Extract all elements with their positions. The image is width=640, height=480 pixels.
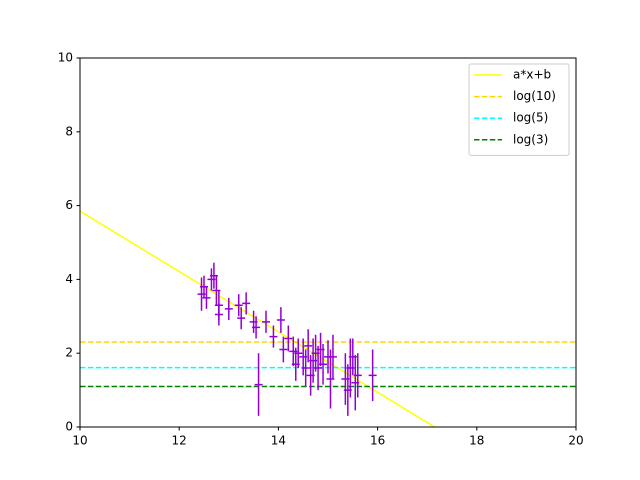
error-bar-point (262, 310, 270, 333)
error-bar-point (294, 338, 303, 368)
y-tick-label: 6 (65, 198, 73, 212)
error-bar-point (202, 286, 211, 309)
error-bar-point (301, 349, 310, 387)
error-bar-point (242, 292, 251, 315)
error-bar-point (284, 325, 293, 352)
error-bar-point (214, 303, 223, 326)
error-bar-point (353, 353, 362, 398)
axes-frame (79, 57, 577, 428)
x-tick-label: 10 (72, 434, 87, 448)
y-tick-label: 8 (65, 124, 73, 138)
error-bar-point (319, 343, 328, 385)
legend-label: log(10) (513, 89, 556, 103)
y-tick-label: 10 (58, 51, 73, 65)
x-tick-label: 12 (172, 434, 187, 448)
error-bar-point (237, 307, 246, 330)
x-tick-label: 16 (370, 434, 385, 448)
error-bar-point (224, 297, 233, 320)
error-bar-point (252, 316, 261, 339)
error-bar-point (276, 307, 285, 333)
error-bar-point (254, 353, 263, 416)
error-bar-point (234, 294, 243, 317)
error-bar-point (368, 349, 377, 402)
legend-label: log(5) (513, 111, 548, 125)
x-tick-label: 14 (271, 434, 286, 448)
error-bar-point (269, 325, 278, 348)
y-tick-label: 0 (65, 420, 73, 434)
legend-label: a*x+b (513, 68, 551, 82)
legend-label: log(3) (513, 132, 548, 146)
x-tick-label: 20 (568, 434, 583, 448)
x-tick-label: 18 (469, 434, 484, 448)
legend-box (468, 63, 570, 156)
series-line (80, 210, 436, 427)
y-tick-label: 4 (65, 272, 73, 286)
error-bar-point (314, 345, 323, 391)
error-bar-point (304, 329, 313, 363)
error-bar-point (328, 334, 337, 380)
plot-area (80, 210, 576, 427)
error-bar-point (279, 336, 288, 363)
y-tick-label: 2 (65, 346, 73, 360)
